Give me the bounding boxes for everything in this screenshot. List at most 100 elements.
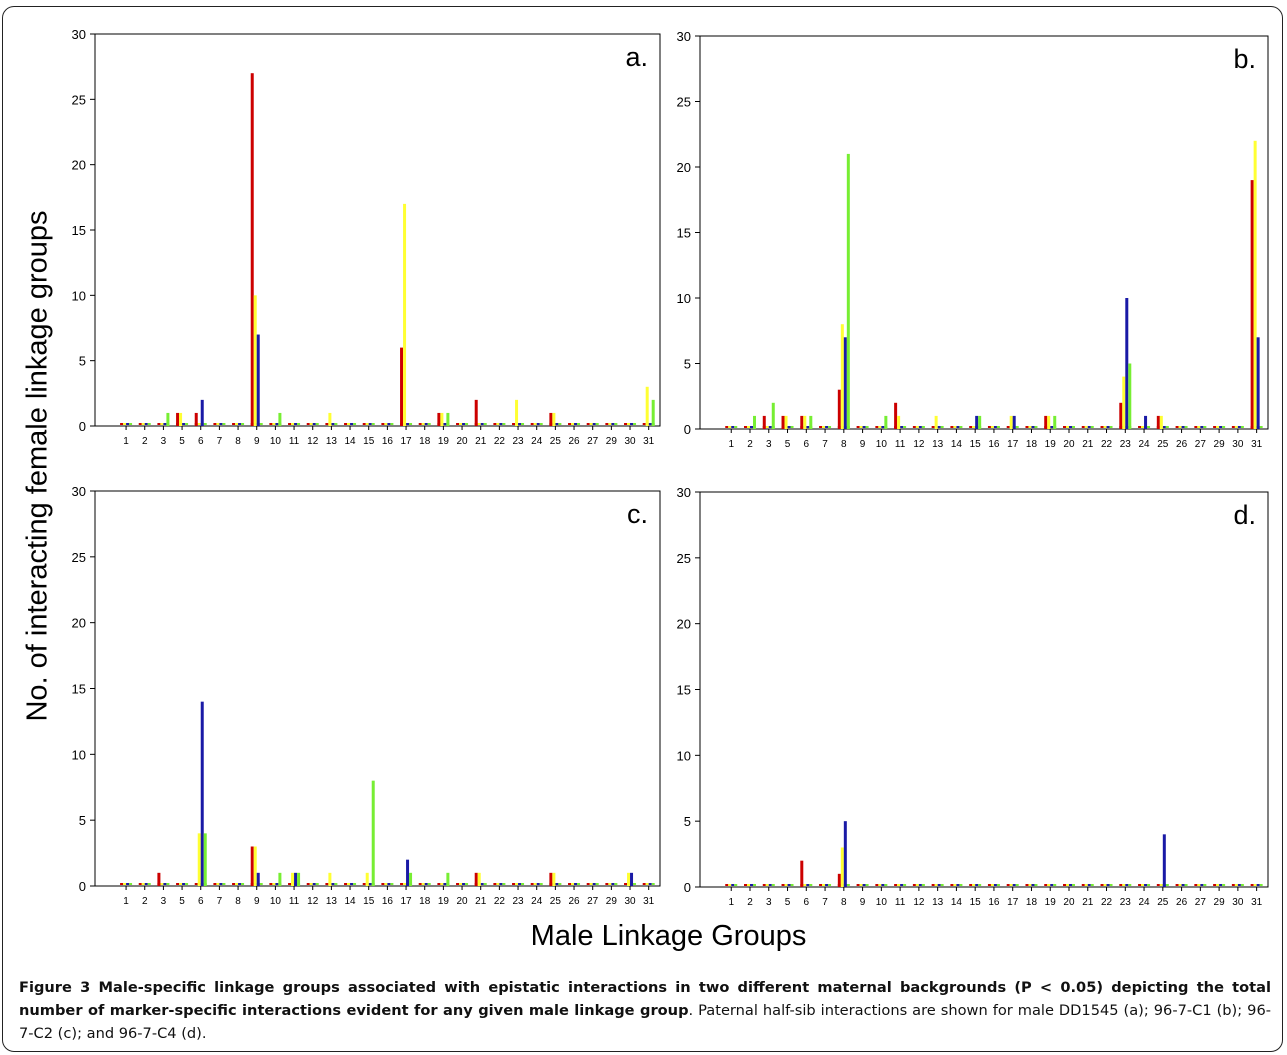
bar [474, 399, 478, 426]
baseline-mark [216, 423, 220, 425]
bar [400, 347, 404, 426]
x-tick-label: 29 [1214, 439, 1226, 450]
baseline-mark [592, 883, 596, 885]
baseline-mark [1165, 884, 1169, 886]
baseline-mark [1090, 884, 1094, 886]
baseline-mark [390, 883, 394, 885]
y-tick-label: 20 [72, 158, 86, 173]
bar [200, 701, 204, 886]
baseline-mark [1128, 884, 1132, 886]
baseline-mark [918, 426, 922, 428]
bar [1122, 376, 1126, 429]
baseline-mark [915, 426, 919, 428]
bar [446, 412, 450, 426]
baseline-mark [1106, 884, 1110, 886]
baseline-mark [1012, 884, 1016, 886]
bar [477, 872, 481, 886]
bar [328, 412, 332, 426]
baseline-mark [294, 423, 298, 425]
x-tick-label: 26 [568, 436, 580, 447]
baseline-mark [894, 884, 898, 886]
y-tick-label: 30 [72, 484, 86, 499]
baseline-mark [987, 426, 991, 428]
bar [762, 415, 766, 429]
bar [253, 295, 257, 426]
x-tick-label: 17 [1007, 897, 1019, 908]
baseline-mark [440, 883, 444, 885]
baseline-mark [157, 423, 161, 425]
x-tick-label: 5 [785, 439, 791, 450]
baseline-mark [1034, 884, 1038, 886]
baseline-mark [959, 426, 963, 428]
baseline-mark [182, 423, 186, 425]
y-tick-label: 15 [72, 223, 86, 238]
baseline-mark [1234, 426, 1238, 428]
baseline-mark [856, 884, 860, 886]
baseline-mark [309, 883, 313, 885]
bar [1256, 337, 1260, 429]
baseline-mark [353, 423, 357, 425]
x-tick-label: 17 [1007, 439, 1019, 450]
baseline-mark [232, 423, 236, 425]
baseline-mark [828, 426, 832, 428]
baseline-mark [443, 423, 447, 425]
x-tick-label: 26 [1176, 897, 1188, 908]
x-tick-label: 18 [1026, 439, 1038, 450]
x-tick-label: 11 [289, 436, 300, 447]
x-tick-label: 18 [419, 896, 431, 907]
baseline-mark [937, 426, 941, 428]
x-tick-label: 15 [363, 436, 375, 447]
x-tick-label: 20 [1063, 897, 1075, 908]
baseline-mark [651, 883, 655, 885]
bar [803, 415, 807, 429]
x-tick-label: 5 [179, 436, 185, 447]
baseline-mark [1138, 884, 1142, 886]
baseline-mark [589, 883, 593, 885]
baseline-mark [387, 883, 391, 885]
baseline-mark [1100, 884, 1104, 886]
bar [474, 872, 478, 886]
baseline-mark [381, 423, 385, 425]
bar [278, 872, 282, 886]
baseline-mark [934, 884, 938, 886]
baseline-mark [627, 423, 631, 425]
baseline-mark [589, 423, 593, 425]
bar [515, 399, 519, 426]
bar [291, 872, 295, 886]
baseline-mark [771, 884, 775, 886]
x-tick-label: 25 [550, 436, 562, 447]
x-tick-label: 13 [932, 439, 944, 450]
y-tick-label: 25 [677, 551, 691, 566]
baseline-mark [897, 884, 901, 886]
bar [627, 872, 631, 886]
baseline-mark [518, 423, 522, 425]
baseline-mark [465, 883, 469, 885]
baseline-mark [959, 884, 963, 886]
baseline-mark [219, 883, 223, 885]
baseline-mark [216, 883, 220, 885]
baseline-mark [1062, 426, 1066, 428]
baseline-mark [1109, 884, 1113, 886]
baseline-mark [595, 883, 599, 885]
baseline-mark [350, 883, 354, 885]
x-tick-label: 3 [766, 439, 772, 450]
baseline-mark [828, 884, 832, 886]
baseline-mark [574, 883, 578, 885]
y-tick-label: 20 [72, 616, 86, 631]
bar [1053, 415, 1057, 429]
y-tick-label: 10 [677, 291, 691, 306]
bar [1156, 415, 1160, 429]
x-tick-label: 21 [475, 436, 487, 447]
baseline-mark [353, 883, 357, 885]
x-tick-label: 2 [142, 896, 148, 907]
baseline-mark [586, 423, 590, 425]
baseline-mark [502, 423, 506, 425]
x-tick-label: 1 [728, 897, 734, 908]
baseline-mark [312, 883, 316, 885]
x-tick-label: 9 [860, 897, 866, 908]
y-tick-label: 30 [677, 485, 691, 500]
baseline-mark [499, 883, 503, 885]
baseline-mark [571, 423, 575, 425]
x-tick-label: 14 [951, 897, 963, 908]
baseline-mark [530, 883, 534, 885]
